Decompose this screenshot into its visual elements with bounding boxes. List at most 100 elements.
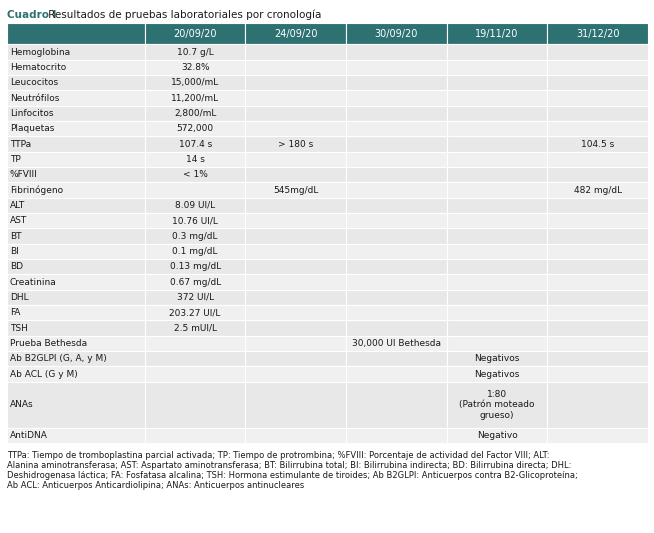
- Bar: [346, 213, 447, 229]
- Bar: [547, 213, 648, 229]
- Bar: [145, 182, 245, 198]
- Bar: [447, 44, 547, 60]
- Bar: [145, 106, 245, 121]
- Text: 203.27 UI/L: 203.27 UI/L: [169, 308, 221, 317]
- Bar: [346, 366, 447, 382]
- Text: BT: BT: [10, 231, 22, 240]
- Bar: [145, 351, 245, 366]
- Bar: [145, 382, 245, 427]
- Bar: [145, 427, 245, 443]
- Bar: [7, 60, 145, 75]
- Text: Prueba Bethesda: Prueba Bethesda: [10, 339, 87, 348]
- Bar: [7, 290, 145, 305]
- Bar: [447, 382, 547, 427]
- Text: TTPa: Tiempo de tromboplastina parcial activada; TP: Tiempo de protrombina; %FVI: TTPa: Tiempo de tromboplastina parcial a…: [7, 451, 549, 460]
- Bar: [7, 106, 145, 121]
- Text: 10.76 UI/L: 10.76 UI/L: [172, 216, 218, 225]
- Bar: [7, 152, 145, 167]
- Bar: [547, 229, 648, 244]
- Text: AST: AST: [10, 216, 27, 225]
- Bar: [547, 44, 648, 60]
- Bar: [245, 60, 346, 75]
- Bar: [145, 136, 245, 152]
- Text: 572,000: 572,000: [177, 124, 214, 133]
- Text: TSH: TSH: [10, 324, 28, 333]
- Bar: [346, 336, 447, 351]
- Text: %FVIII: %FVIII: [10, 170, 38, 179]
- Bar: [547, 382, 648, 427]
- Text: DHL: DHL: [10, 293, 29, 302]
- Bar: [547, 351, 648, 366]
- Text: Ab B2GLPI (G, A, y M): Ab B2GLPI (G, A, y M): [10, 354, 107, 363]
- Text: Leucocitos: Leucocitos: [10, 78, 58, 87]
- Bar: [346, 60, 447, 75]
- Bar: [447, 305, 547, 320]
- Bar: [447, 167, 547, 182]
- Bar: [547, 136, 648, 152]
- Text: 31/12/20: 31/12/20: [576, 29, 619, 39]
- Bar: [346, 259, 447, 274]
- Bar: [447, 336, 547, 351]
- Bar: [547, 106, 648, 121]
- Text: Hemoglobina: Hemoglobina: [10, 47, 70, 56]
- Bar: [346, 274, 447, 290]
- Bar: [447, 290, 547, 305]
- Text: 30/09/20: 30/09/20: [375, 29, 418, 39]
- Bar: [447, 60, 547, 75]
- Bar: [7, 351, 145, 366]
- Text: Negativos: Negativos: [474, 354, 520, 363]
- Bar: [7, 23, 145, 44]
- Bar: [145, 91, 245, 106]
- Bar: [145, 23, 245, 44]
- Text: 1:80
(Patrón moteado
grueso): 1:80 (Patrón moteado grueso): [459, 390, 535, 419]
- Bar: [346, 320, 447, 336]
- Text: 14 s: 14 s: [186, 155, 205, 164]
- Bar: [447, 23, 547, 44]
- Bar: [245, 274, 346, 290]
- Text: < 1%: < 1%: [182, 170, 207, 179]
- Bar: [547, 290, 648, 305]
- Bar: [7, 427, 145, 443]
- Bar: [547, 427, 648, 443]
- Text: 0.13 mg/dL: 0.13 mg/dL: [169, 262, 221, 271]
- Bar: [447, 121, 547, 136]
- Text: 545mg/dL: 545mg/dL: [273, 185, 318, 195]
- Text: > 180 s: > 180 s: [278, 140, 313, 149]
- Text: ANAs: ANAs: [10, 400, 33, 409]
- Bar: [245, 213, 346, 229]
- Bar: [145, 336, 245, 351]
- Text: 11,200/mL: 11,200/mL: [171, 94, 219, 103]
- Bar: [145, 60, 245, 75]
- Text: 0.1 mg/dL: 0.1 mg/dL: [173, 247, 218, 256]
- Bar: [145, 229, 245, 244]
- Bar: [145, 305, 245, 320]
- Text: 482 mg/dL: 482 mg/dL: [574, 185, 622, 195]
- Bar: [346, 121, 447, 136]
- Bar: [7, 259, 145, 274]
- Bar: [7, 213, 145, 229]
- Bar: [547, 152, 648, 167]
- Bar: [346, 91, 447, 106]
- Bar: [346, 382, 447, 427]
- Bar: [447, 366, 547, 382]
- Bar: [346, 427, 447, 443]
- Bar: [145, 244, 245, 259]
- Text: 30,000 UI Bethesda: 30,000 UI Bethesda: [352, 339, 441, 348]
- Text: 104.5 s: 104.5 s: [581, 140, 614, 149]
- Text: 2,800/mL: 2,800/mL: [174, 109, 216, 118]
- Bar: [7, 336, 145, 351]
- Bar: [7, 229, 145, 244]
- Text: 24/09/20: 24/09/20: [274, 29, 318, 39]
- Bar: [346, 106, 447, 121]
- Text: 107.4 s: 107.4 s: [179, 140, 212, 149]
- Bar: [7, 382, 145, 427]
- Bar: [447, 320, 547, 336]
- Bar: [7, 198, 145, 213]
- Bar: [447, 106, 547, 121]
- Bar: [7, 136, 145, 152]
- Bar: [346, 152, 447, 167]
- Bar: [447, 351, 547, 366]
- Bar: [346, 290, 447, 305]
- Bar: [547, 75, 648, 91]
- Bar: [7, 305, 145, 320]
